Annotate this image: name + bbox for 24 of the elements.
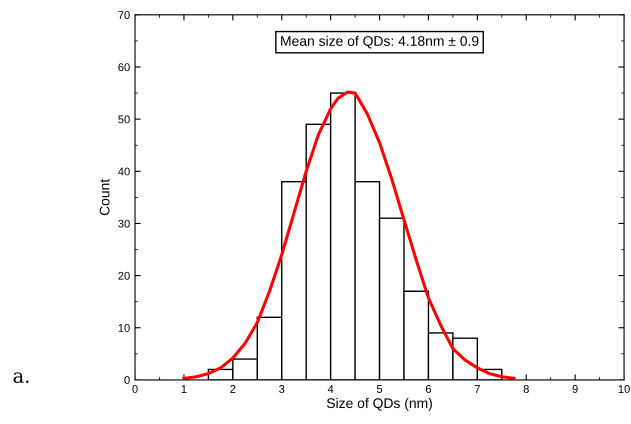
x-tick-label: 4 <box>328 385 334 393</box>
x-tick-label: 10 <box>618 385 630 393</box>
y-axis-title: Count <box>100 178 110 216</box>
x-tick-label: 6 <box>426 385 432 393</box>
y-tick-label: 20 <box>118 272 130 280</box>
x-tick-label: 8 <box>524 385 529 393</box>
x-tick-label: 3 <box>279 385 284 393</box>
x-tick-label: 2 <box>230 385 236 393</box>
y-tick-label: 50 <box>118 115 130 124</box>
y-tick-label: 40 <box>118 168 130 176</box>
x-tick-label: 5 <box>376 385 382 393</box>
x-tick-label: 0 <box>132 385 138 393</box>
line-series <box>182 90 516 380</box>
y-tick-label: 30 <box>118 220 130 228</box>
y-tick-label: 10 <box>118 324 130 332</box>
y-tick-label: 60 <box>118 63 130 72</box>
y-tick-label: 0 <box>124 376 130 384</box>
annotation: Mean size of QDs: 4.18nm ± 0.9 <box>281 36 478 48</box>
text: a. <box>14 372 29 383</box>
x-tick-label: 1 <box>182 385 186 393</box>
y-tick-label: 70 <box>118 11 130 19</box>
x-tick-label: 7 <box>474 385 480 393</box>
x-tick-label: 9 <box>572 385 578 393</box>
x-axis-title: Size of QDs (nm) <box>326 398 432 411</box>
